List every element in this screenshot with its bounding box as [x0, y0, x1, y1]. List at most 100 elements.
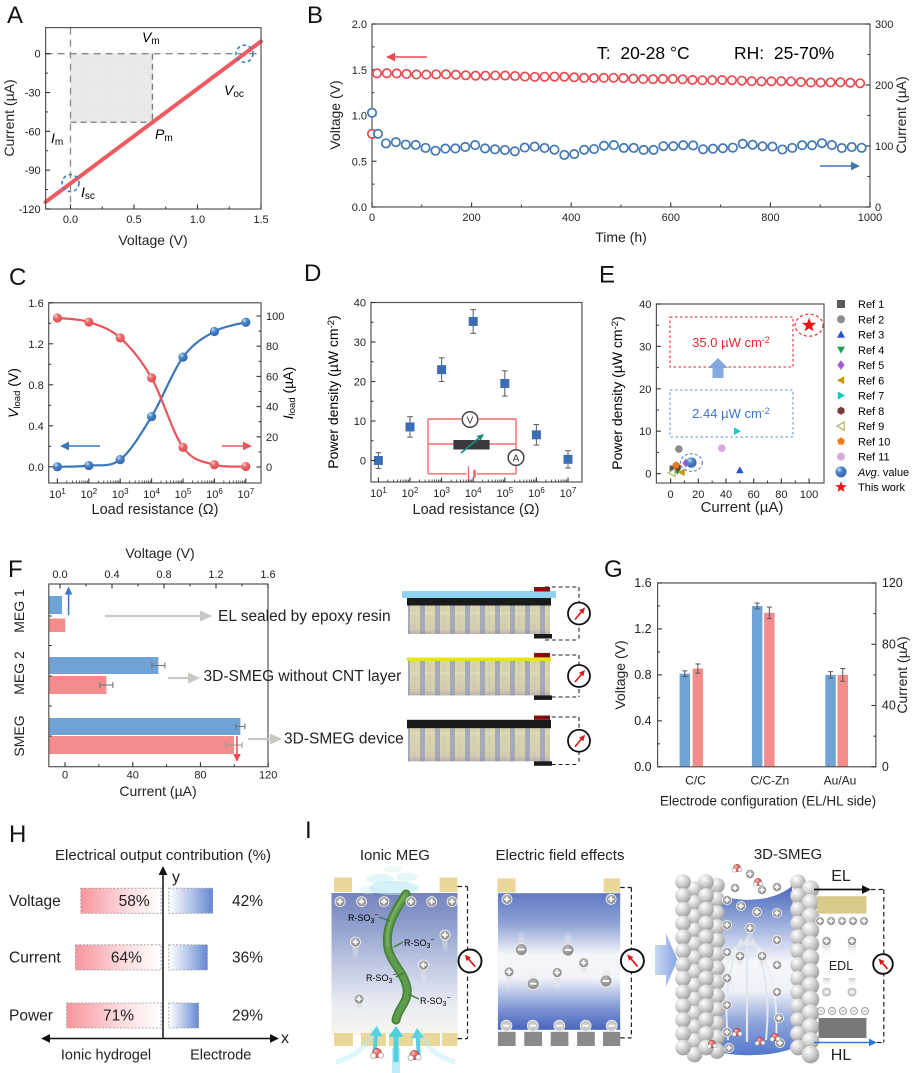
svg-text:0.0: 0.0	[63, 214, 78, 226]
svg-text:Ref 6: Ref 6	[858, 375, 884, 387]
svg-text:300: 300	[875, 19, 893, 31]
svg-text:Au/Au: Au/Au	[824, 774, 857, 788]
svg-text:Current (µA): Current (µA)	[119, 783, 196, 799]
svg-text:104: 104	[143, 487, 160, 501]
svg-text:0.0: 0.0	[352, 202, 367, 214]
svg-text:36%: 36%	[232, 949, 263, 966]
svg-text:1.6: 1.6	[28, 298, 43, 310]
svg-text:-30: -30	[25, 88, 41, 100]
svg-text:G: G	[604, 556, 623, 583]
svg-text:1.5: 1.5	[253, 214, 268, 226]
svg-text:Ref 10: Ref 10	[858, 436, 890, 448]
svg-text:120: 120	[259, 770, 277, 782]
svg-text:Ref 7: Ref 7	[858, 391, 884, 403]
svg-text:20: 20	[266, 432, 278, 444]
svg-text:Ref 4: Ref 4	[858, 345, 884, 357]
svg-text:0: 0	[266, 462, 272, 474]
svg-text:A: A	[7, 2, 23, 29]
svg-text:Im: Im	[51, 130, 63, 148]
svg-text:0: 0	[34, 49, 40, 61]
svg-text:Avg. value: Avg. value	[857, 467, 909, 479]
svg-text:EDL: EDL	[829, 959, 853, 973]
svg-text:Voltage (V): Voltage (V)	[612, 640, 628, 709]
svg-text:Ref 1: Ref 1	[858, 299, 884, 311]
svg-text:40: 40	[720, 489, 732, 501]
svg-text:100: 100	[875, 141, 893, 153]
svg-text:2.0: 2.0	[352, 19, 367, 31]
svg-text:MEG 2: MEG 2	[11, 651, 27, 695]
svg-text:EL sealed by epoxy resin: EL sealed by epoxy resin	[218, 608, 391, 625]
svg-text:105: 105	[175, 487, 192, 501]
svg-text:Ionic hydrogel: Ionic hydrogel	[61, 1048, 151, 1064]
svg-text:107: 107	[560, 486, 577, 500]
svg-text:-120: -120	[19, 204, 41, 216]
svg-text:1.0: 1.0	[190, 214, 205, 226]
svg-text:10: 10	[354, 416, 366, 428]
svg-text:0: 0	[369, 212, 375, 224]
svg-text:106: 106	[528, 486, 545, 500]
svg-text:A: A	[513, 454, 520, 465]
svg-text:Ref 5: Ref 5	[858, 360, 884, 372]
svg-text:100: 100	[266, 311, 284, 323]
svg-text:0.4: 0.4	[104, 569, 119, 581]
svg-text:103: 103	[433, 486, 450, 500]
svg-text:Vm: Vm	[142, 29, 160, 47]
svg-text:10: 10	[639, 426, 651, 438]
svg-text:600: 600	[662, 212, 680, 224]
svg-text:2.44 µW cm-2: 2.44 µW cm-2	[692, 406, 770, 421]
svg-text:71%: 71%	[103, 1008, 134, 1025]
svg-text:20: 20	[639, 384, 651, 396]
svg-text:Ref 3: Ref 3	[858, 330, 884, 342]
svg-text:Electrode: Electrode	[190, 1048, 251, 1064]
svg-text:0.8: 0.8	[28, 380, 43, 392]
svg-text:Power density (µW cm-2): Power density (µW cm-2)	[609, 316, 625, 469]
svg-text:1.0: 1.0	[352, 111, 367, 123]
svg-text:0: 0	[360, 456, 366, 468]
svg-text:Load resistance (Ω): Load resistance (Ω)	[413, 502, 540, 518]
svg-text:104: 104	[465, 486, 482, 500]
svg-text:Current (µA): Current (µA)	[701, 499, 784, 516]
svg-text:1000: 1000	[858, 212, 882, 224]
svg-text:102: 102	[402, 486, 419, 500]
svg-text:60: 60	[748, 489, 760, 501]
svg-text:Vload (V): Vload (V)	[5, 368, 23, 418]
svg-text:EL: EL	[831, 868, 851, 885]
svg-text:Current (µA): Current (µA)	[1, 79, 17, 156]
svg-text:800: 800	[761, 212, 779, 224]
svg-text:1.5: 1.5	[352, 65, 367, 77]
svg-text:80: 80	[266, 341, 278, 353]
svg-text:Voltage: Voltage	[9, 893, 61, 910]
svg-text:30: 30	[639, 341, 651, 353]
svg-text:30: 30	[354, 337, 366, 349]
svg-text:Ionic MEG: Ionic MEG	[360, 847, 430, 864]
svg-text:0.0: 0.0	[28, 462, 43, 474]
svg-text:1.2: 1.2	[208, 569, 223, 581]
svg-text:40: 40	[266, 402, 278, 414]
svg-text:80: 80	[775, 489, 787, 501]
svg-text:40: 40	[354, 298, 366, 310]
svg-text:Time (h): Time (h)	[595, 229, 647, 245]
svg-text:C/C: C/C	[685, 774, 706, 788]
svg-text:40: 40	[882, 699, 896, 713]
svg-text:0: 0	[62, 770, 68, 782]
svg-text:100: 100	[800, 489, 818, 501]
svg-text:MEG 1: MEG 1	[11, 589, 27, 633]
svg-text:0: 0	[668, 489, 674, 501]
svg-text:F: F	[8, 556, 23, 583]
svg-text:0: 0	[882, 760, 889, 774]
svg-text:Electrical output contribution: Electrical output contribution (%)	[55, 847, 271, 864]
svg-text:80: 80	[194, 770, 206, 782]
svg-text:H: H	[9, 821, 26, 848]
svg-text:3D-SMEG device: 3D-SMEG device	[284, 731, 404, 748]
svg-text:29%: 29%	[232, 1008, 263, 1025]
svg-text:Ref 2: Ref 2	[858, 314, 884, 326]
svg-text:1.6: 1.6	[260, 569, 275, 581]
svg-text:107: 107	[237, 487, 254, 501]
svg-text:SMEG: SMEG	[11, 715, 27, 756]
svg-text:102: 102	[80, 487, 97, 501]
svg-text:Electric field effects: Electric field effects	[496, 847, 625, 864]
svg-text:Current (µA): Current (µA)	[894, 636, 910, 713]
svg-text:D: D	[304, 260, 321, 287]
svg-text:0.5: 0.5	[126, 214, 141, 226]
svg-text:1.2: 1.2	[634, 622, 651, 636]
